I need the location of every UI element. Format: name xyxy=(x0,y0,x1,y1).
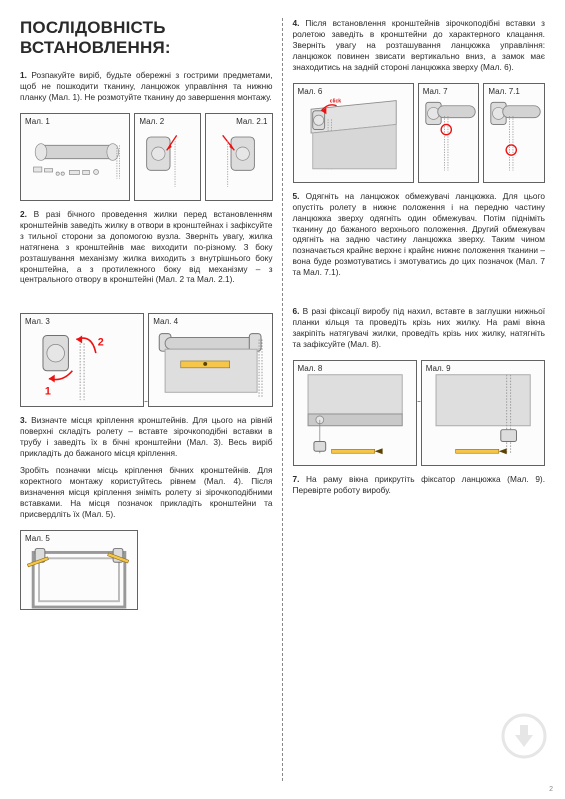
figure-2-label: Мал. 2 xyxy=(139,117,164,126)
step-5: 5. Одягніть на ланцюжок обмежувачі ланцю… xyxy=(293,191,546,279)
figure-2-1: Мал. 2.1 xyxy=(205,113,272,201)
step-6-text: В разі фіксації виробу під нахил, вставт… xyxy=(293,306,546,349)
figure-6-label: Мал. 6 xyxy=(298,87,323,96)
step-4: 4. Після встановлення кронштейнів зірочк… xyxy=(293,18,546,73)
page-title: ПОСЛІДОВНІСТЬ ВСТАНОВЛЕННЯ: xyxy=(20,18,273,58)
step-3b: Зробіть позначки місць кріплення бічних … xyxy=(20,465,273,520)
figure-2-1-label: Мал. 2.1 xyxy=(236,117,267,126)
figure-7-label: Мал. 7 xyxy=(423,87,448,96)
figure-1: Мал. 1 xyxy=(20,113,130,201)
figure-7-1-label: Мал. 7.1 xyxy=(488,87,519,96)
figure-8-label: Мал. 8 xyxy=(298,364,323,373)
step-7-text: На раму вікна прикрутіть фіксатор ланцюж… xyxy=(293,474,546,495)
anno-2: 2 xyxy=(98,337,104,349)
page-number: 2 xyxy=(549,786,553,793)
figure-4-label: Мал. 4 xyxy=(153,317,178,326)
figure-1-label: Мал. 1 xyxy=(25,117,50,126)
figure-3-label: Мал. 3 xyxy=(25,317,50,326)
vertical-divider xyxy=(282,18,283,781)
step-5-text: Одягніть на ланцюжок обмежувачі ланцюжка… xyxy=(293,191,546,278)
figure-9: Мал. 9 xyxy=(421,360,545,466)
step-6: 6. В разі фіксації виробу під нахил, вст… xyxy=(293,306,546,350)
step-3b-text: Зробіть позначки місць кріплення бічних … xyxy=(20,465,273,519)
figure-7-1: Мал. 7.1 xyxy=(483,83,545,183)
step-2-text: В разі бічного проведення жилки перед вс… xyxy=(20,209,273,285)
figure-5-label: Мал. 5 xyxy=(25,534,50,543)
step-3a: 3. Визначте місця кріплення кронштейнів.… xyxy=(20,415,273,459)
step-3a-text: Визначте місця кріплення кронштейнів. Дл… xyxy=(20,415,273,458)
figure-3: Мал. 3 2 1 xyxy=(20,313,144,407)
step-7: 7. На раму вікна прикрутіть фіксатор лан… xyxy=(293,474,546,496)
figure-4: Мал. 4 xyxy=(148,313,272,407)
step-2: 2. В разі бічного проведення жилки перед… xyxy=(20,209,273,286)
figure-9-label: Мал. 9 xyxy=(426,364,451,373)
click-label: click xyxy=(329,98,341,104)
figure-7: Мал. 7 xyxy=(418,83,480,183)
step-4-text: Після встановлення кронштейнів зірочкопо… xyxy=(293,18,546,72)
figure-2: Мал. 2 xyxy=(134,113,201,201)
figure-5-spacer xyxy=(142,530,273,610)
watermark-icon xyxy=(501,713,547,759)
figure-6: Мал. 6 click xyxy=(293,83,414,183)
step-1-text: Розпакуйте виріб, будьте обережні з гост… xyxy=(20,70,273,102)
figure-5: Мал. 5 xyxy=(20,530,138,610)
step-1: 1. Розпакуйте виріб, будьте обережні з г… xyxy=(20,70,273,103)
anno-1: 1 xyxy=(45,386,51,398)
figure-8: Мал. 8 xyxy=(293,360,417,466)
